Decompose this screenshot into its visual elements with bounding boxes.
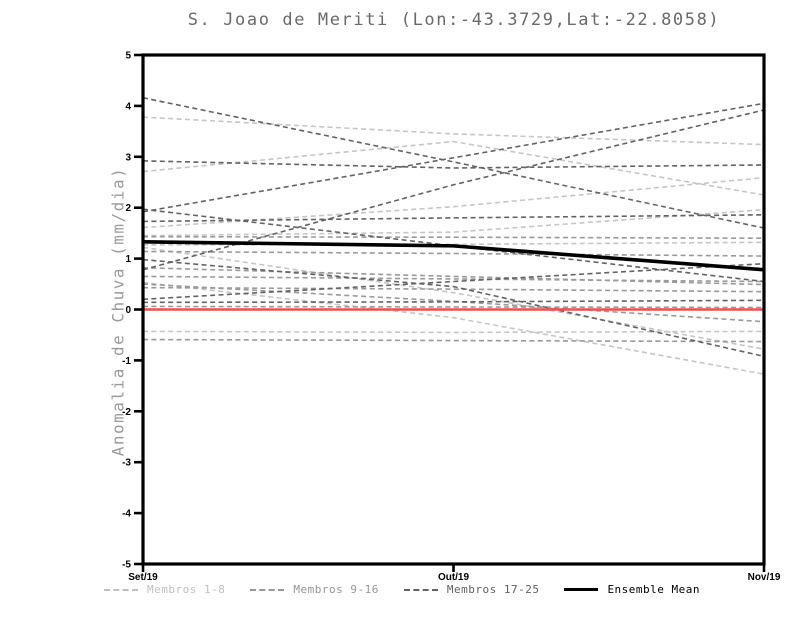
legend: Membros 1-8 Membros 9-16 Membros 17-25 E… xyxy=(104,583,700,596)
x-tick-label: Nov/19 xyxy=(748,572,781,583)
y-tick-label: -3 xyxy=(122,458,131,469)
y-tick-label: 4 xyxy=(125,101,131,112)
legend-item-membros-17-25: Membros 17-25 xyxy=(403,583,540,596)
member-line-group-2 xyxy=(142,235,765,240)
member-line-group-1 xyxy=(142,281,765,375)
legend-label: Ensemble Mean xyxy=(607,583,701,596)
y-tick-label: -5 xyxy=(122,560,131,571)
legend-label: Membros 9-16 xyxy=(293,583,379,596)
member-line-group-2 xyxy=(142,266,765,286)
y-tick-label: 2 xyxy=(125,203,131,214)
legend-item-membros-9-16: Membros 9-16 xyxy=(250,583,378,596)
chart-title: S. Joao de Meriti (Lon:-43.3729,Lat:-22.… xyxy=(187,10,721,30)
y-tick-label: -2 xyxy=(122,407,131,418)
legend-swatch-solid-black-icon xyxy=(564,588,599,591)
member-line-group-2 xyxy=(142,286,765,293)
member-line-group-3 xyxy=(142,109,765,271)
legend-item-ensemble-mean: Ensemble Mean xyxy=(564,583,700,596)
member-line-group-3 xyxy=(142,258,765,358)
legend-label: Membros 17-25 xyxy=(446,583,540,596)
member-line-group-1 xyxy=(142,140,765,196)
y-tick-label: 1 xyxy=(125,254,131,265)
member-line-group-3 xyxy=(142,160,765,169)
member-line-group-3 xyxy=(142,96,765,229)
member-line-group-3 xyxy=(142,214,765,223)
x-tick-label: Set/19 xyxy=(128,572,158,583)
member-line-group-2 xyxy=(142,305,765,309)
x-tick-label: Out/19 xyxy=(438,572,470,583)
legend-label: Membros 1-8 xyxy=(147,583,226,596)
member-line-group-3 xyxy=(142,262,765,301)
y-tick-label: -1 xyxy=(122,356,131,367)
member-line-group-2 xyxy=(142,275,765,283)
member-line-group-1 xyxy=(142,116,765,146)
member-line-group-3 xyxy=(142,299,765,304)
y-tick-label: 5 xyxy=(125,51,131,62)
y-axis-label: Anomalia de Chuva (mm/dia) xyxy=(108,166,128,457)
legend-swatch-dashed-medium-icon xyxy=(250,588,285,591)
member-line-group-3 xyxy=(142,102,765,213)
y-tick-label: -4 xyxy=(122,509,131,520)
member-line-group-1 xyxy=(142,246,765,350)
legend-swatch-dashed-dark-icon xyxy=(403,588,438,591)
member-line-group-1 xyxy=(142,330,765,334)
member-line-group-2 xyxy=(142,338,765,343)
ensemble-mean-line xyxy=(142,240,765,272)
legend-swatch-dashed-light-icon xyxy=(104,588,138,591)
legend-item-membros-1-8: Membros 1-8 xyxy=(104,583,225,596)
y-tick-label: 3 xyxy=(125,152,131,163)
member-line-group-2 xyxy=(142,283,765,323)
member-line-group-2 xyxy=(142,250,765,257)
member-line-group-1 xyxy=(142,208,765,237)
y-tick-label: 0 xyxy=(125,305,131,316)
